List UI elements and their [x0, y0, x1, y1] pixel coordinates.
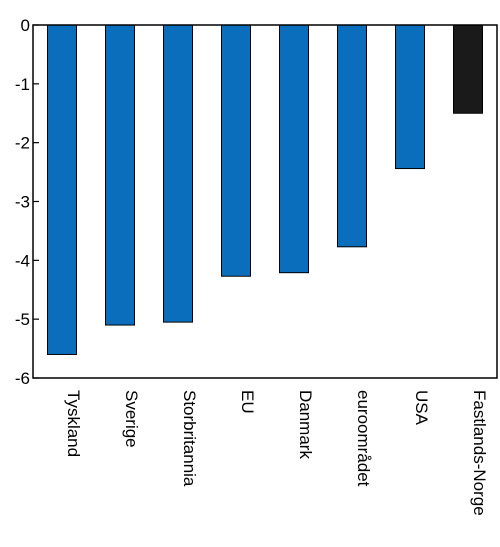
- x-category-label: USA: [412, 390, 431, 426]
- y-tick-label: -1: [15, 75, 30, 94]
- x-category-label: Sverige: [122, 390, 141, 448]
- bar-storbritannia: [163, 24, 193, 323]
- y-tick-label: -6: [15, 369, 30, 388]
- y-tick-label: -2: [15, 134, 30, 153]
- y-tick-label: -4: [15, 251, 30, 270]
- bar-euroomr-det: [337, 24, 367, 248]
- x-axis-labels: Tyskland Sverige Storbritannia EU Danmark eur…: [64, 390, 489, 516]
- x-category-label: Storbritannia: [180, 390, 199, 487]
- bar-sverige: [105, 24, 135, 326]
- plot-frame: [32, 24, 498, 379]
- x-category-label: EU: [238, 390, 257, 414]
- bar-danmark: [279, 24, 309, 274]
- bar-usa: [395, 24, 425, 170]
- bars-group: [47, 24, 483, 355]
- bar-tyskland: [47, 24, 77, 355]
- x-category-label: Tyskland: [64, 390, 83, 457]
- x-category-label: Danmark: [296, 390, 315, 459]
- y-tick-label: -5: [15, 310, 30, 329]
- bar-fastlands-norge: [453, 24, 483, 114]
- x-category-label: Fastlands-Norge: [470, 390, 489, 516]
- y-tick-label: 0: [21, 16, 30, 35]
- x-category-label: euroområdet: [354, 390, 373, 487]
- bar-eu: [221, 24, 251, 277]
- y-axis-ticks: 0 -1 -2 -3 -4 -5 -6: [15, 16, 39, 388]
- y-tick-label: -3: [15, 193, 30, 212]
